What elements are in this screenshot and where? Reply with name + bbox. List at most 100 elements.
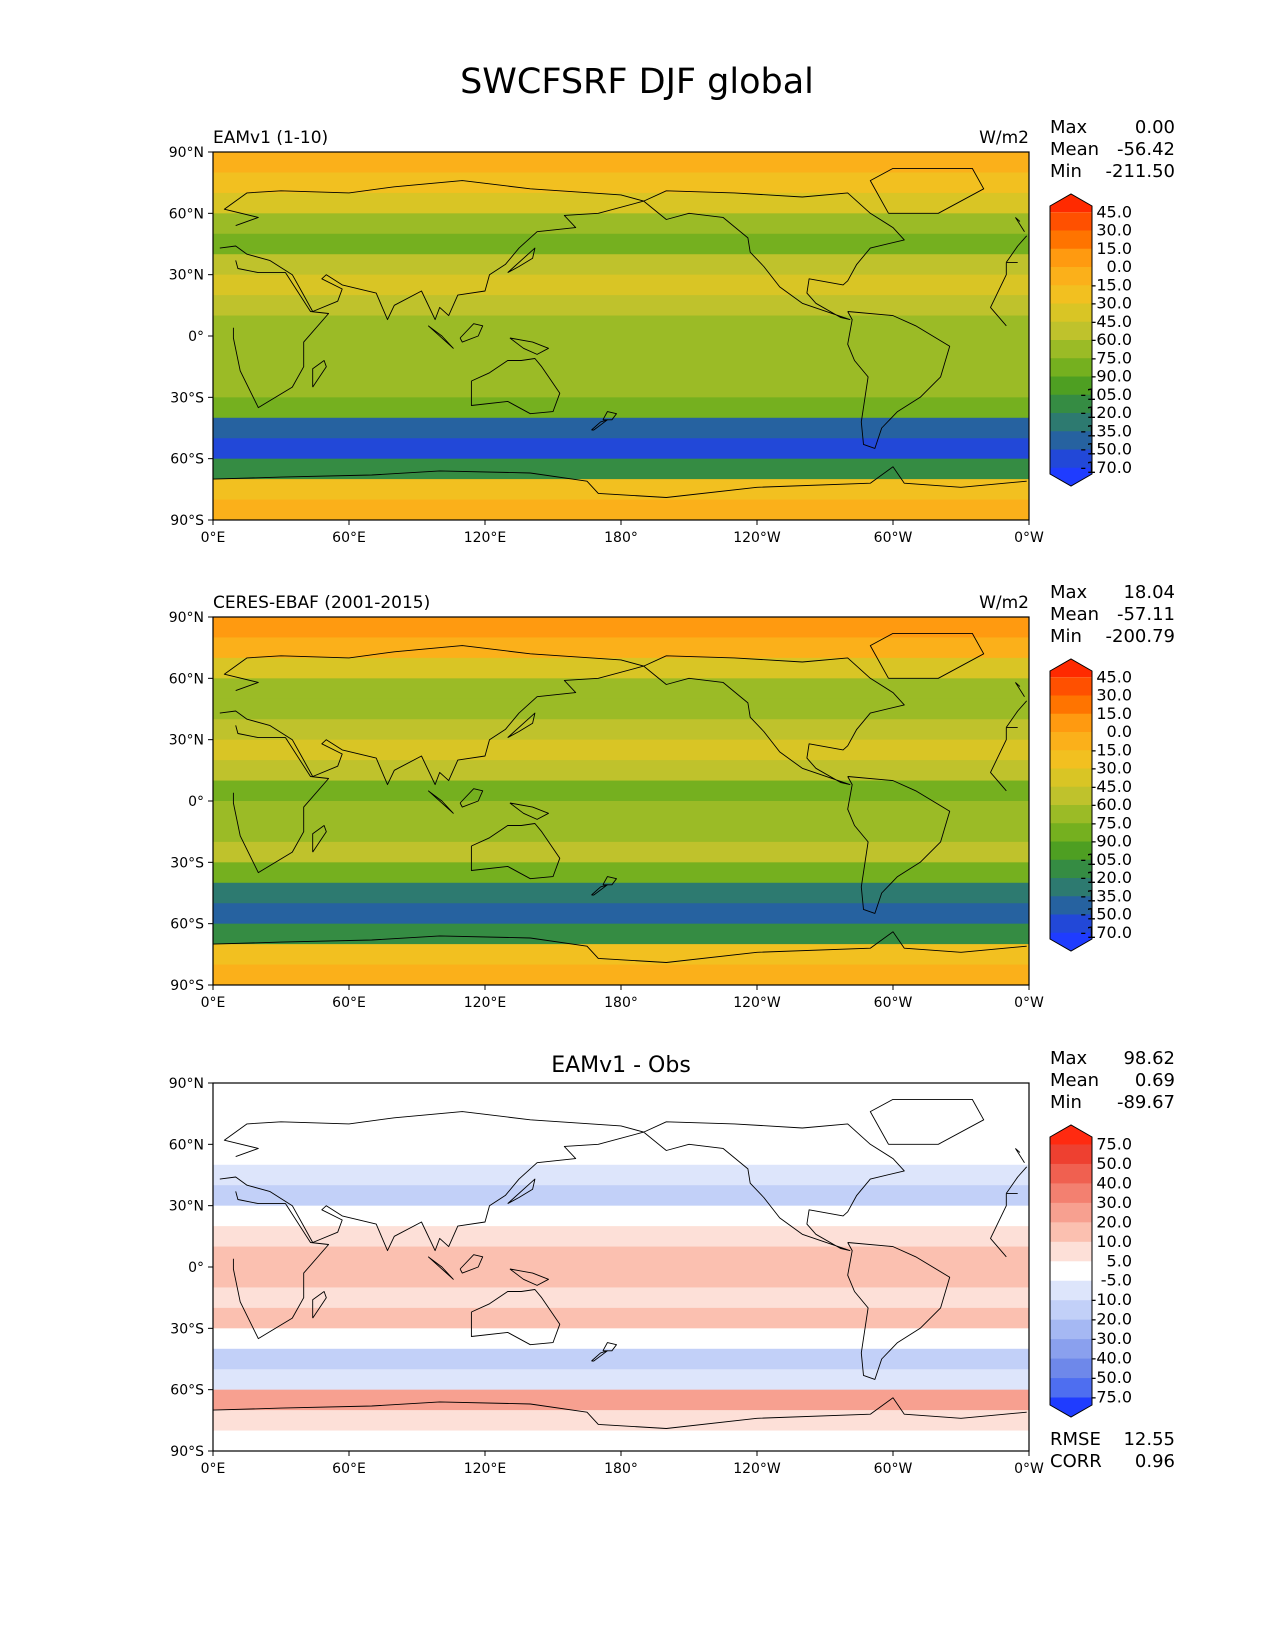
zonal-band <box>213 882 1029 904</box>
map-field <box>213 617 1029 985</box>
zonal-band <box>213 678 1029 700</box>
colorbar-segment <box>1050 321 1092 341</box>
panel-2: 0°E 60°E 120°E 180° 120°W 60°W 0°W 90°N 60°N 30°N… <box>169 582 1175 1011</box>
colorbar: 75.050.040.030.020.010.05.0-5.0-10.0-20.… <box>1049 1124 1132 1418</box>
colorbar-label: 20.0 <box>1096 1212 1132 1231</box>
zonal-band <box>213 1103 1029 1125</box>
colorbar-label: -105.0 <box>1080 385 1132 404</box>
coastline <box>427 1256 454 1280</box>
x-tick-label: 0°E <box>201 1461 226 1477</box>
y-tick-label: 30°S <box>170 390 204 406</box>
coastline <box>427 325 454 349</box>
colorbar-label: -120.0 <box>1080 403 1132 422</box>
colorbar-segment <box>1050 1163 1092 1184</box>
y-tick-label: 90°N <box>169 145 204 161</box>
colorbar-segment <box>1050 1319 1092 1340</box>
colorbar-segment <box>1050 267 1092 286</box>
colorbar-label: -60.0 <box>1091 330 1132 349</box>
zonal-band <box>213 1267 1029 1289</box>
colorbar-label: -135.0 <box>1080 421 1132 440</box>
colorbar: 45.030.015.00.0-15.0-30.0-45.0-60.0-75.0… <box>1049 658 1132 952</box>
colorbar-label: 50.0 <box>1096 1154 1132 1173</box>
coastline <box>847 1242 951 1380</box>
colorbar-label: -10.0 <box>1091 1290 1132 1309</box>
coastline <box>427 790 454 814</box>
colorbar-segment <box>1050 841 1092 861</box>
axis-ticks: 0°E 60°E 120°E 180° 120°W 60°W 0°W 90°N 60°N 30°N… <box>169 610 1044 1011</box>
zonal-band <box>213 698 1029 720</box>
colorbar-label: -30.0 <box>1091 294 1132 313</box>
corr-label: CORR <box>1050 1451 1102 1472</box>
panel-title: EAMv1 - Obs <box>551 1053 691 1078</box>
coastline <box>470 823 561 880</box>
colorbar-label: -105.0 <box>1080 850 1132 869</box>
stat-value: 18.04 <box>1123 582 1175 603</box>
y-tick-label: 60°N <box>169 206 204 222</box>
x-tick-label: 120°W <box>733 530 781 546</box>
x-tick-label: 60°E <box>332 530 366 546</box>
colorbar-segment <box>1050 713 1092 733</box>
stat-label: Mean <box>1050 604 1099 625</box>
stat-value: -211.50 <box>1106 161 1175 182</box>
zonal-band <box>213 637 1029 659</box>
zonal-band <box>213 1123 1029 1145</box>
colorbar-label: 30.0 <box>1096 221 1132 240</box>
axis-ticks: 0°E 60°E 120°E 180° 120°W 60°W 0°W 90°N 60°N 30°N… <box>169 145 1044 546</box>
colorbar-segment <box>1050 1202 1092 1223</box>
zonal-band <box>213 739 1029 761</box>
colorbar-segment <box>1050 786 1092 806</box>
zonal-band <box>213 903 1029 925</box>
panel-units: W/m2 <box>979 128 1029 148</box>
figure-title: SWCFSRF DJF global <box>460 62 814 102</box>
zonal-band <box>213 801 1029 823</box>
x-tick-label: 180° <box>604 1461 638 1477</box>
zonal-band <box>213 1205 1029 1227</box>
colorbar-segment <box>1050 340 1092 359</box>
panel-3: 0°E 60°E 120°E 180° 120°W 60°W 0°W 90°N 60°N 30°N… <box>169 1048 1175 1477</box>
colorbar-segment <box>1050 823 1092 842</box>
x-tick-label: 60°W <box>874 995 913 1011</box>
colorbar-label: 30.0 <box>1096 1193 1132 1212</box>
coastline <box>509 1268 549 1286</box>
x-tick-label: 0°W <box>1014 995 1044 1011</box>
zonal-band <box>213 617 1029 639</box>
coastline <box>847 311 951 449</box>
zonal-band <box>213 944 1029 966</box>
colorbar-segment <box>1050 932 1092 951</box>
colorbar-segment <box>1050 1241 1092 1262</box>
colorbar-segment <box>1050 1261 1092 1282</box>
colorbar-label: -15.0 <box>1091 740 1132 759</box>
zonal-band <box>213 1226 1029 1248</box>
zonal-band <box>213 964 1029 985</box>
coastline <box>219 180 1028 321</box>
y-tick-label: 60°S <box>170 452 204 468</box>
x-tick-label: 0°E <box>201 530 226 546</box>
colorbar-label: -135.0 <box>1080 886 1132 905</box>
x-tick-label: 180° <box>604 995 638 1011</box>
coastlines <box>213 167 1028 498</box>
zonal-band <box>213 397 1029 419</box>
colorbar-label: -90.0 <box>1091 832 1132 851</box>
colorbar-segment <box>1050 1125 1092 1145</box>
zonal-band <box>213 1348 1029 1370</box>
y-tick-label: 30°S <box>170 855 204 871</box>
coastline <box>643 190 905 321</box>
colorbar-label: -75.0 <box>1091 1388 1132 1407</box>
zonal-band <box>213 1307 1029 1329</box>
coastline <box>591 884 608 896</box>
stat-label: Max <box>1050 582 1088 603</box>
zonal-band <box>213 336 1029 358</box>
colorbar-segment <box>1050 659 1092 678</box>
map-field <box>213 152 1029 520</box>
colorbar-label: -150.0 <box>1080 905 1132 924</box>
colorbar-segment <box>1050 1222 1092 1243</box>
coastline <box>213 1397 1027 1429</box>
colorbar-label: 15.0 <box>1096 239 1132 258</box>
coastline <box>869 1098 985 1145</box>
colorbar-segment <box>1050 303 1092 323</box>
colorbar-label: 45.0 <box>1096 202 1132 221</box>
coastline <box>869 167 985 214</box>
zonal-band <box>213 152 1029 174</box>
x-tick-label: 60°W <box>874 530 913 546</box>
coastline <box>459 323 484 343</box>
